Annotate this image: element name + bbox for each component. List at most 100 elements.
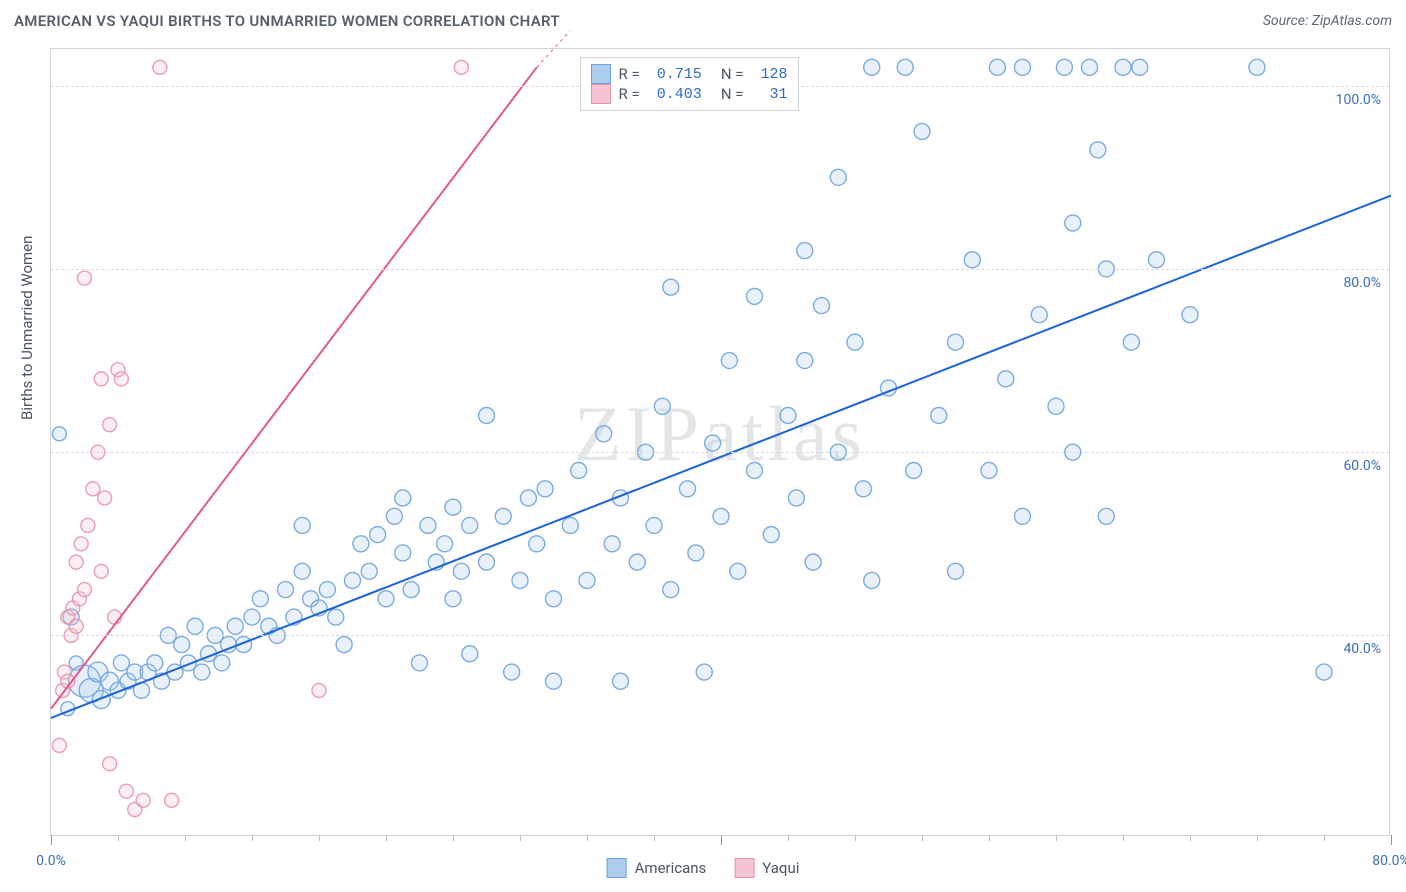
xtick-major bbox=[721, 835, 722, 845]
ytick-label: 100.0% bbox=[1336, 92, 1381, 108]
data-point bbox=[663, 582, 679, 598]
data-point bbox=[437, 536, 453, 552]
data-point bbox=[1098, 508, 1114, 524]
data-point bbox=[604, 536, 620, 552]
data-point bbox=[613, 673, 629, 689]
data-point bbox=[98, 491, 112, 505]
data-point bbox=[897, 59, 913, 75]
trend-line-extrapolated bbox=[537, 31, 571, 68]
data-point bbox=[92, 691, 110, 709]
data-point bbox=[537, 481, 553, 497]
chart-source: Source: ZipAtlas.com bbox=[1263, 13, 1392, 29]
legend-r-value: 0.403 bbox=[648, 86, 702, 103]
xtick-minor bbox=[252, 835, 253, 841]
legend-r-label: R = bbox=[619, 65, 640, 83]
data-point bbox=[847, 334, 863, 350]
data-point bbox=[696, 664, 712, 680]
data-point bbox=[227, 618, 243, 634]
data-point bbox=[378, 591, 394, 607]
gridline bbox=[51, 635, 1389, 636]
data-point bbox=[1048, 398, 1064, 414]
data-point bbox=[688, 545, 704, 561]
data-point bbox=[864, 59, 880, 75]
data-point bbox=[964, 252, 980, 268]
xtick-minor bbox=[654, 835, 655, 841]
data-point bbox=[579, 572, 595, 588]
xtick-minor bbox=[319, 835, 320, 841]
data-point bbox=[462, 646, 478, 662]
trend-line bbox=[51, 196, 1391, 718]
data-point bbox=[998, 371, 1014, 387]
data-point bbox=[1015, 59, 1031, 75]
data-point bbox=[370, 527, 386, 543]
data-point bbox=[386, 508, 402, 524]
data-point bbox=[412, 655, 428, 671]
data-point bbox=[763, 527, 779, 543]
data-point bbox=[278, 582, 294, 598]
data-point bbox=[1249, 59, 1265, 75]
xtick-minor bbox=[1257, 835, 1258, 841]
data-point bbox=[571, 462, 587, 478]
xtick-minor bbox=[788, 835, 789, 841]
data-point bbox=[462, 517, 478, 533]
data-point bbox=[629, 554, 645, 570]
data-point bbox=[797, 243, 813, 259]
data-point bbox=[830, 169, 846, 185]
data-point bbox=[94, 564, 108, 578]
data-point bbox=[805, 554, 821, 570]
data-point bbox=[1115, 59, 1131, 75]
data-point bbox=[1082, 59, 1098, 75]
xtick-minor bbox=[922, 835, 923, 841]
data-point bbox=[495, 508, 511, 524]
data-point bbox=[1056, 59, 1072, 75]
data-point bbox=[147, 655, 163, 671]
data-point bbox=[294, 563, 310, 579]
data-point bbox=[981, 462, 997, 478]
legend-swatch bbox=[734, 858, 754, 878]
legend-swatch bbox=[607, 858, 627, 878]
xtick-minor bbox=[386, 835, 387, 841]
legend-n-label: N = bbox=[710, 65, 744, 83]
data-point bbox=[454, 60, 468, 74]
data-point bbox=[1090, 142, 1106, 158]
data-point bbox=[328, 609, 344, 625]
data-point bbox=[312, 683, 326, 697]
data-point bbox=[153, 60, 167, 74]
xtick-minor bbox=[1190, 835, 1191, 841]
data-point bbox=[747, 462, 763, 478]
data-point bbox=[445, 591, 461, 607]
data-point bbox=[136, 793, 150, 807]
gridline bbox=[51, 269, 1389, 270]
legend-n-label: N = bbox=[710, 85, 744, 103]
legend-swatch bbox=[591, 64, 611, 84]
data-point bbox=[512, 572, 528, 588]
data-point bbox=[214, 655, 230, 671]
ytick-label: 60.0% bbox=[1343, 458, 1381, 474]
data-point bbox=[479, 408, 495, 424]
legend-n-value: 31 bbox=[752, 86, 788, 103]
xtick-major bbox=[1391, 835, 1392, 845]
data-point bbox=[546, 673, 562, 689]
xtick-minor bbox=[587, 835, 588, 841]
data-point bbox=[78, 271, 92, 285]
data-point bbox=[1065, 215, 1081, 231]
data-point bbox=[174, 637, 190, 653]
legend-r-value: 0.715 bbox=[648, 66, 702, 83]
xtick-major bbox=[51, 835, 52, 845]
data-point bbox=[69, 619, 83, 633]
data-point bbox=[78, 583, 92, 597]
data-point bbox=[1132, 59, 1148, 75]
data-point bbox=[445, 499, 461, 515]
data-point bbox=[780, 408, 796, 424]
legend-bottom: AmericansYaqui bbox=[607, 858, 800, 878]
data-point bbox=[788, 490, 804, 506]
data-point bbox=[721, 353, 737, 369]
scatter-svg bbox=[51, 49, 1389, 835]
data-point bbox=[103, 757, 117, 771]
data-point bbox=[52, 738, 66, 752]
data-point bbox=[989, 59, 1005, 75]
legend-swatch bbox=[591, 84, 611, 104]
data-point bbox=[395, 490, 411, 506]
legend-label: Americans bbox=[635, 859, 707, 877]
data-point bbox=[361, 563, 377, 579]
